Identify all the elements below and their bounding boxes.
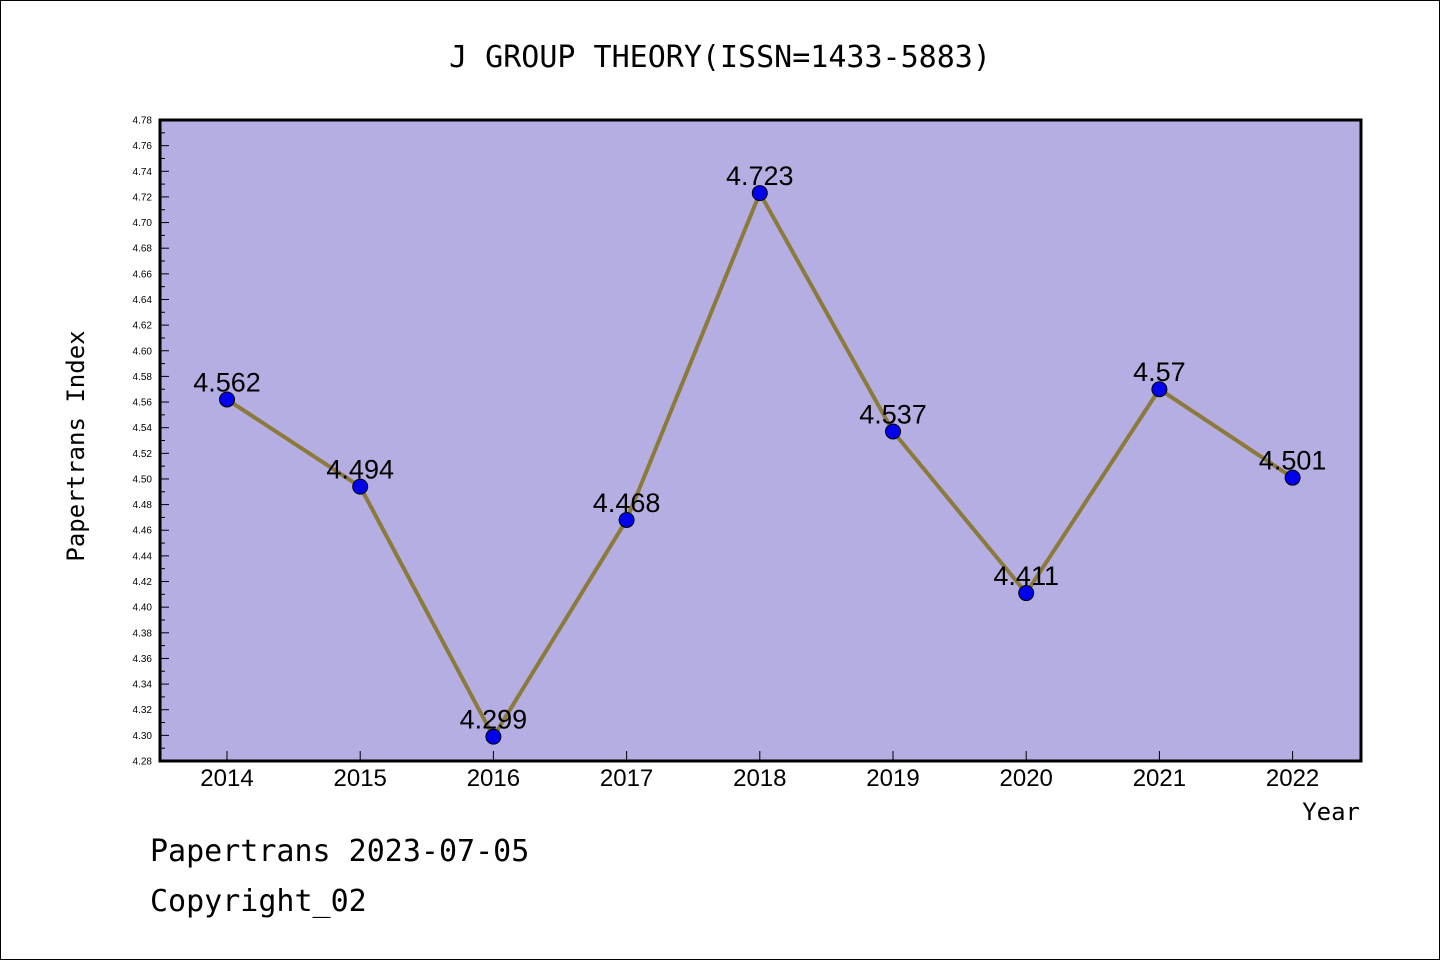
y-tick-label: 4.34 bbox=[133, 680, 153, 691]
data-point bbox=[219, 391, 235, 408]
data-point bbox=[1284, 469, 1301, 486]
x-axis-label: Year bbox=[1302, 798, 1360, 826]
series-line-group bbox=[219, 185, 1301, 745]
data-label: 4.562 bbox=[193, 367, 261, 397]
y-tick-label: 4.58 bbox=[133, 372, 153, 383]
data-label: 4.468 bbox=[593, 488, 661, 518]
y-tick-label: 4.40 bbox=[133, 603, 153, 614]
y-tick-label: 4.36 bbox=[133, 654, 153, 665]
data-labels: 4.562 4.494 4.299 4.468 4.723 4.537 4.411 4.57 4… bbox=[193, 161, 1326, 735]
data-point bbox=[1151, 381, 1168, 398]
data-point bbox=[885, 423, 901, 440]
y-axis-label: Papertrans Index bbox=[62, 330, 90, 561]
y-tick-label: 4.38 bbox=[133, 628, 153, 639]
y-axis: 4.28 4.30 4.32 4.34 4.36 4.38 4.40 4.42 4.44 4.46… bbox=[133, 116, 169, 768]
x-tick-label: 2022 bbox=[1266, 765, 1319, 792]
x-tick-label: 2020 bbox=[1000, 765, 1053, 792]
y-tick-label: 4.28 bbox=[133, 757, 153, 768]
data-label: 4.299 bbox=[460, 705, 528, 735]
data-label: 4.537 bbox=[859, 400, 927, 430]
chart-title: J GROUP THEORY(ISSN=1433-5883) bbox=[449, 40, 991, 75]
x-tick-label: 2016 bbox=[467, 765, 520, 792]
y-tick-label: 4.72 bbox=[133, 192, 153, 203]
y-tick-label: 4.70 bbox=[133, 218, 153, 229]
y-tick-label: 4.64 bbox=[133, 295, 153, 306]
y-tick-label: 4.52 bbox=[133, 449, 153, 460]
x-axis: 2014 2015 2016 2017 2018 2019 2020 2021 2022 bbox=[200, 751, 1319, 792]
y-tick-label: 4.76 bbox=[133, 141, 153, 152]
x-tick-label: 2021 bbox=[1133, 765, 1186, 792]
y-tick-label: 4.60 bbox=[133, 346, 153, 357]
y-tick-label: 4.42 bbox=[133, 577, 153, 588]
data-point bbox=[1018, 585, 1035, 602]
x-tick-label: 2019 bbox=[866, 765, 919, 792]
data-point bbox=[751, 185, 768, 202]
x-tick-label: 2018 bbox=[733, 765, 786, 792]
y-tick-label: 4.46 bbox=[133, 526, 153, 537]
y-tick-label: 4.32 bbox=[133, 705, 153, 716]
data-point bbox=[352, 478, 369, 495]
y-tick-label: 4.54 bbox=[133, 423, 153, 434]
data-label: 4.57 bbox=[1133, 357, 1186, 387]
plot-area bbox=[158, 118, 1363, 763]
y-tick-label: 4.62 bbox=[133, 321, 153, 332]
data-label: 4.411 bbox=[993, 561, 1059, 591]
y-tick-label: 4.50 bbox=[133, 474, 153, 485]
y-tick-label: 4.68 bbox=[133, 244, 153, 255]
data-point bbox=[618, 511, 635, 528]
x-tick-label: 2014 bbox=[200, 765, 253, 792]
y-tick-label: 4.74 bbox=[133, 167, 153, 178]
data-label: 4.494 bbox=[326, 455, 394, 485]
y-tick-label: 4.78 bbox=[133, 116, 153, 127]
y-tick-label: 4.66 bbox=[133, 269, 153, 280]
footer-date: Papertrans 2023-07-05 bbox=[150, 834, 530, 869]
data-label: 4.501 bbox=[1259, 446, 1327, 476]
y-tick-label: 4.44 bbox=[133, 551, 153, 562]
y-tick-label: 4.56 bbox=[133, 398, 153, 409]
data-point bbox=[485, 728, 502, 745]
y-tick-label: 4.30 bbox=[133, 731, 153, 742]
x-tick-label: 2015 bbox=[334, 765, 387, 792]
x-tick-label: 2017 bbox=[600, 765, 653, 792]
y-tick-label: 4.48 bbox=[133, 500, 153, 511]
footer-copyright: Copyright_02 bbox=[150, 884, 367, 919]
data-label: 4.723 bbox=[726, 161, 794, 191]
